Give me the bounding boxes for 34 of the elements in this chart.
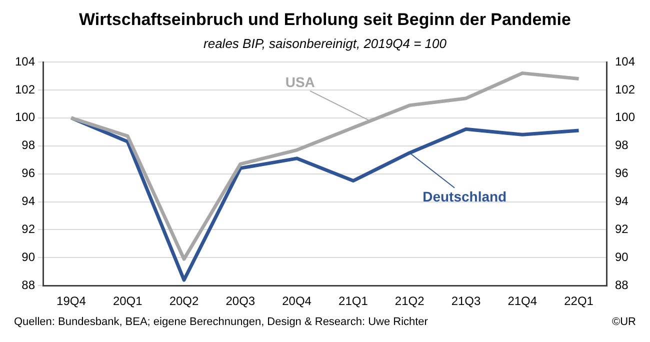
x-tick-label: 19Q4 (56, 294, 86, 308)
x-tick-label: 20Q4 (282, 294, 312, 308)
y2-tick-label: 104 (614, 54, 636, 68)
y-tick-label: 90 (22, 250, 36, 264)
chart-subtitle: reales BIP, saisonbereinigt, 2019Q4 = 100 (204, 36, 448, 51)
y-tick-label: 92 (22, 222, 36, 236)
y2-tick-label: 102 (614, 82, 636, 96)
chart-title: Wirtschaftseinbruch und Erholung seit Beginn der Pandemie (79, 10, 571, 29)
y2-tick-label: 100 (614, 110, 636, 124)
y-tick-label: 104 (14, 54, 36, 68)
y-tick-label: 98 (22, 138, 36, 152)
source-note: Quellen: Bundesbank, BEA; eigene Berechnungen, Design & Research: Uwe Richter (14, 316, 428, 328)
y2-tick-label: 92 (614, 222, 629, 236)
x-tick-label: 20Q2 (169, 294, 200, 308)
y-tick-label: 100 (14, 110, 36, 124)
text: ©UR (612, 316, 636, 328)
x-tick-label: 21Q4 (508, 294, 538, 308)
y2-tick-label: 98 (614, 138, 629, 152)
x-tick-label: 22Q1 (564, 294, 594, 308)
y-tick-label: 96 (22, 166, 36, 180)
text: Deutschland (422, 188, 507, 205)
y2-tick-label: 94 (614, 194, 629, 208)
y2-tick-label: 96 (614, 166, 629, 180)
y2-tick-label: 90 (614, 250, 629, 264)
x-tick-label: 21Q1 (338, 294, 368, 308)
y2-tick-label: 88 (614, 278, 629, 292)
y-tick-label: 102 (14, 82, 36, 96)
text: USA (285, 74, 315, 90)
x-tick-label: 21Q2 (394, 294, 425, 308)
y-tick-label: 88 (22, 278, 36, 292)
x-tick-label: 21Q3 (451, 294, 481, 308)
x-tick-label: 20Q1 (112, 294, 143, 308)
x-tick-label: 20Q3 (226, 294, 256, 308)
y-tick-label: 94 (22, 194, 36, 208)
